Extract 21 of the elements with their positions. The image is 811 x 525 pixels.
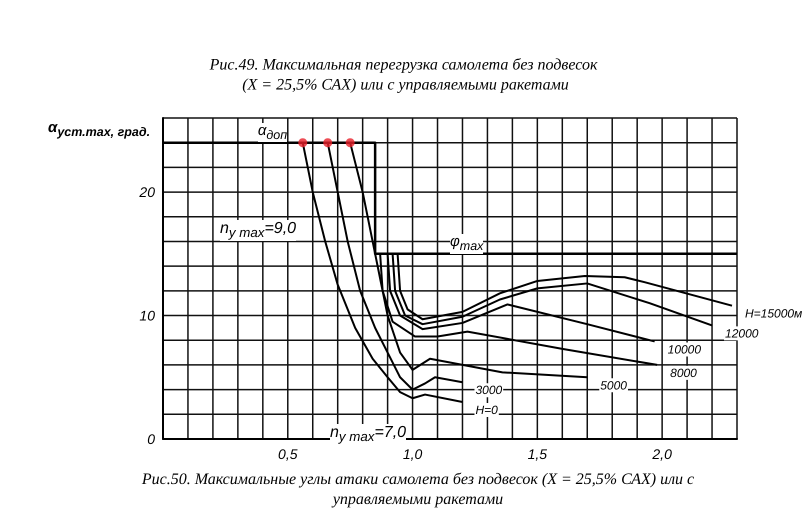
annotation: n$_{y max}$=7,0 [330,424,406,445]
annotation: α$_{доп}$ [258,122,288,142]
y-tick-label: 20 [138,184,156,200]
x-tick-label: 1,0 [402,446,423,462]
annotation: n$_{y max}$=9,0 [220,220,296,241]
chart-title: Рис.49. Максимальная перегрузка самолета без подвесок (X = 25,5% САХ) или с управляемыми ракетами [208,56,602,94]
text: Рис.50. Максимальные углы атаки самолета без подвесок (X = 25,5% САХ) или с управляемыми ракетами [140,470,696,510]
series-label: 8000 [670,366,698,380]
x-tick-label: 0,5 [278,446,298,462]
annotation: φ$_{max}$ [450,232,484,254]
series-label: 3000 [475,383,502,398]
series-label: H=15000м [745,306,802,321]
y-tick-label: 0 [147,431,156,447]
series-label: 5000 [600,378,628,392]
series-label: 12000 [725,326,759,340]
x-tick-label: 1,5 [528,446,548,462]
y-tick-label: 10 [139,308,156,324]
series-label: 10000 [668,342,702,356]
x-tick-label: 2,0 [651,446,672,462]
y-axis-title: α$_{уст.max, град.}$ [48,119,150,140]
series-label: H=0 [475,402,498,417]
